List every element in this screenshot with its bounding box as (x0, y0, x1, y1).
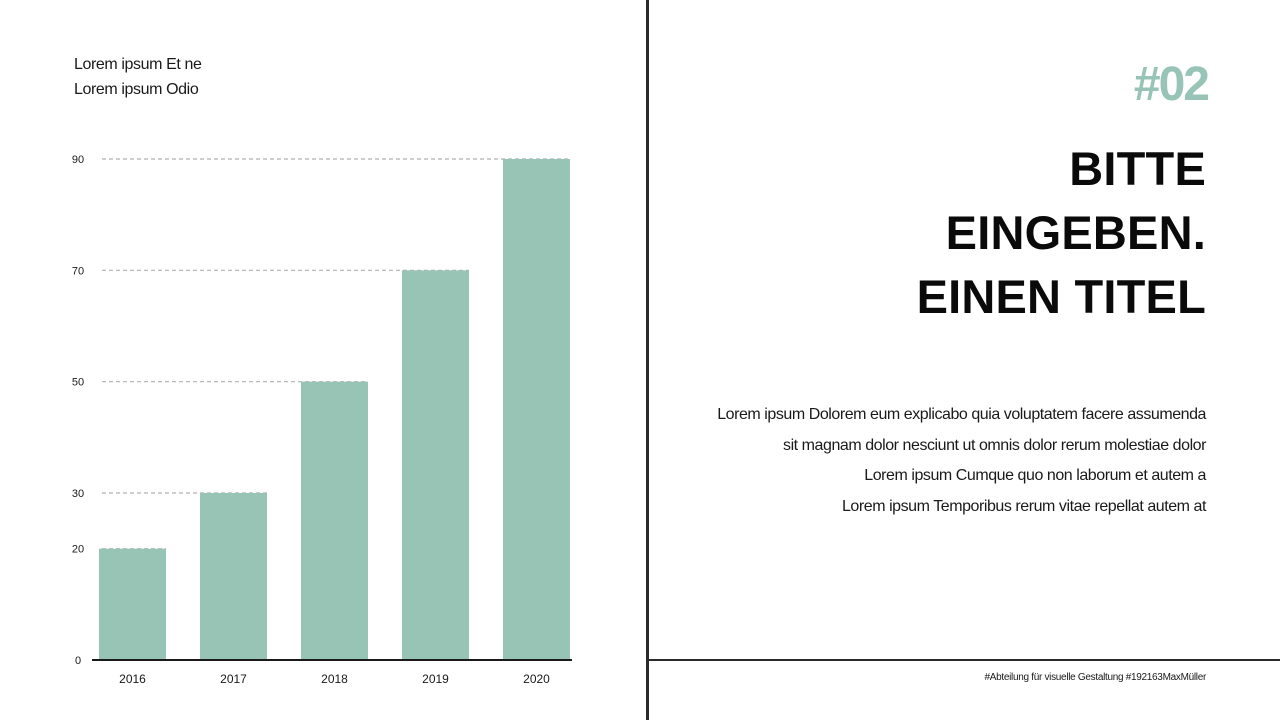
body-line-3: Lorem ipsum Cumque quo non laborum et au… (864, 467, 1206, 484)
y-tick-label-30: 30 (72, 488, 84, 500)
bar-2018 (301, 381, 368, 660)
y-tick-label-70: 70 (72, 265, 84, 277)
title-line-3: EINEN TITEL (916, 270, 1206, 323)
x-tick-label-2020: 2020 (523, 672, 550, 686)
x-tick-label-2016: 2016 (119, 672, 146, 686)
horizontal-divider (648, 659, 1280, 661)
x-tick-label-2019: 2019 (422, 672, 449, 686)
chart-caption: Lorem ipsum Et ne Lorem ipsum Odio (74, 52, 202, 102)
body-line-1: Lorem ipsum Dolorem eum explicabo quia v… (717, 406, 1206, 423)
chart-caption-line-2: Lorem ipsum Odio (74, 81, 199, 98)
footer-text: #Abteilung für visuelle Gestaltung #1921… (984, 672, 1206, 683)
title-line-1: BITTE (1069, 142, 1206, 195)
chart-caption-line-1: Lorem ipsum Et ne (74, 56, 202, 73)
title-line-2: EINGEBEN. (945, 206, 1206, 259)
bar-2016 (99, 548, 166, 660)
y-tick-label-90: 90 (72, 154, 84, 166)
y-tick-label-0: 0 (75, 655, 81, 667)
x-tick-label-2018: 2018 (321, 672, 348, 686)
slide-number: #02 (1133, 58, 1210, 111)
x-tick-label-2017: 2017 (220, 672, 247, 686)
bar-chart: 0 20 30 50 70 90 2016 2017 2018 2019 2020 (72, 154, 572, 686)
bar-2017 (200, 493, 267, 660)
bar-2019 (402, 270, 469, 660)
body-line-4: Lorem ipsum Temporibus rerum vitae repel… (841, 497, 1206, 515)
vertical-divider (646, 0, 649, 720)
slide-title: BITTE EINGEBEN. EINEN TITEL (917, 137, 1206, 329)
bar-2020 (503, 159, 570, 660)
y-tick-label-50: 50 (72, 377, 84, 389)
body-paragraph: Lorem ipsum Dolorem eum explicabo quia v… (717, 400, 1206, 522)
body-line-2: sit magnam dolor nesciunt ut omnis dolor… (783, 436, 1206, 454)
y-tick-label-20: 20 (72, 544, 84, 556)
